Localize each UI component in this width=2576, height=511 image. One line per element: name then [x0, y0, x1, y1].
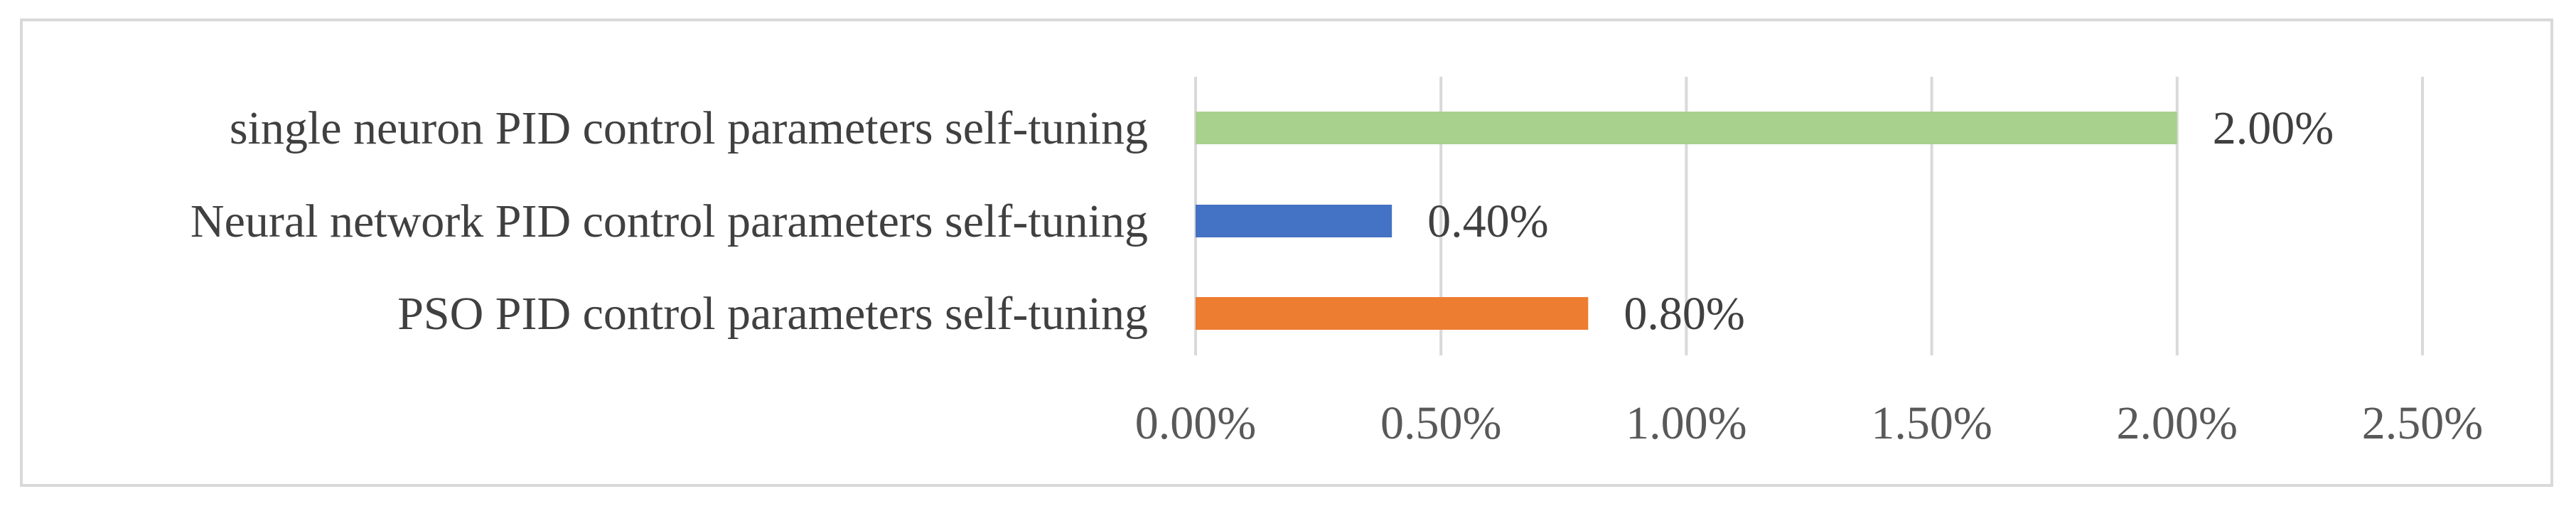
x-tick-label: 2.50% [2362, 397, 2483, 449]
data-label: 2.00% [2213, 102, 2334, 154]
chart-frame [20, 18, 2553, 487]
x-tick-label: 2.00% [2117, 397, 2238, 449]
category-label: single neuron PID control parameters sel… [230, 102, 1148, 154]
bar [1196, 112, 2177, 144]
x-tick-label: 1.50% [1871, 397, 1992, 449]
x-tick-label: 0.50% [1380, 397, 1501, 449]
data-label: 0.40% [1427, 195, 1548, 247]
category-label: Neural network PID control parameters se… [190, 195, 1148, 247]
x-tick-label: 1.00% [1626, 397, 1746, 449]
bar [1196, 205, 1392, 237]
data-label: 0.80% [1624, 288, 1744, 340]
bar [1196, 297, 1589, 330]
x-tick-label: 0.00% [1135, 397, 1256, 449]
category-label: PSO PID control parameters self-tuning [397, 288, 1148, 340]
